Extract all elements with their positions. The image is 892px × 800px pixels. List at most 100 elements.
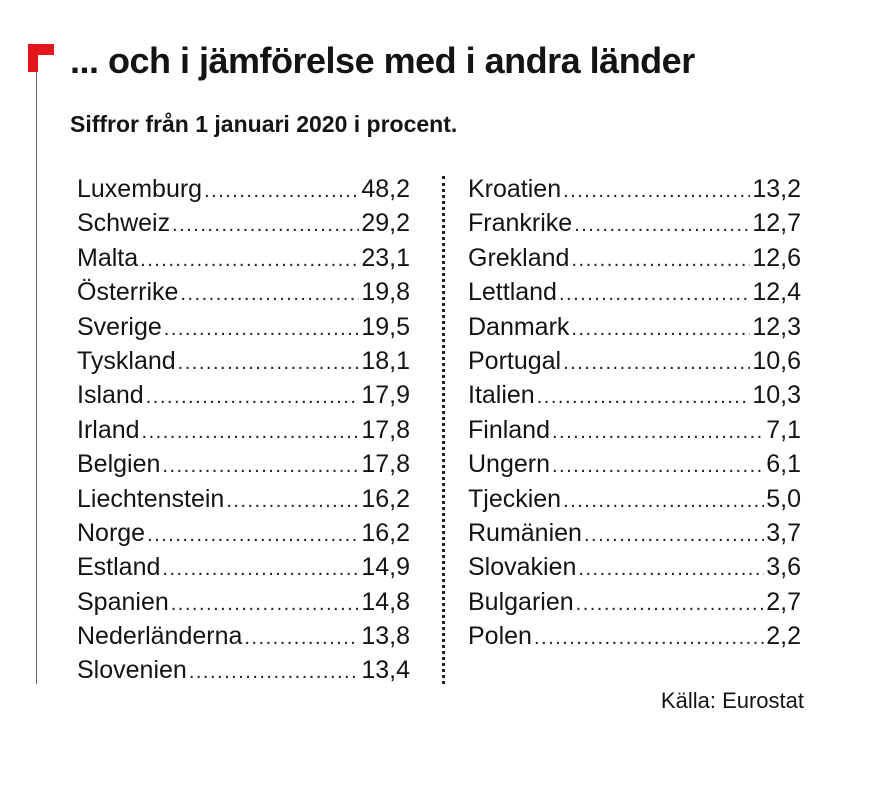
dot-leader: ........................................…: [163, 317, 360, 340]
country-name: Finland: [468, 415, 550, 444]
percent-value: 2,2: [766, 622, 801, 651]
percent-value: 29,2: [361, 209, 410, 238]
country-name: Danmark: [468, 312, 570, 341]
dot-leader: ........................................…: [188, 661, 360, 684]
table-row: Slovakien...............................…: [468, 550, 801, 584]
table-row: Bulgarien...............................…: [468, 585, 801, 619]
country-name: Polen: [468, 622, 532, 651]
table-row: Kroatien................................…: [468, 172, 801, 206]
table-row: Österrike...............................…: [77, 275, 410, 309]
percent-value: 19,8: [361, 278, 410, 307]
dot-leader: ........................................…: [162, 455, 360, 478]
dot-leader: ........................................…: [583, 523, 764, 546]
dot-leader: ........................................…: [177, 351, 360, 374]
country-name: Slovakien: [468, 553, 577, 582]
dot-leader: ........................................…: [552, 455, 764, 478]
dot-leader: ........................................…: [571, 317, 750, 340]
table-row: Italien.................................…: [468, 378, 801, 412]
percent-value: 17,8: [361, 450, 410, 479]
chart-subtitle: Siffror från 1 januari 2020 i procent.: [70, 111, 458, 137]
table-row: Lettland................................…: [468, 275, 801, 309]
dot-leader: ........................................…: [533, 627, 764, 650]
chart-title: ... och i jämförelse med i andra länder: [70, 40, 695, 81]
dot-leader: ........................................…: [172, 214, 359, 237]
country-name: Schweiz: [77, 209, 171, 238]
table-row: Slovenien...............................…: [77, 653, 410, 687]
table-row: Schweiz.................................…: [77, 206, 410, 240]
percent-value: 12,7: [752, 209, 801, 238]
red-corner-mark: [28, 44, 54, 72]
country-name: Ungern: [468, 450, 550, 479]
table-row: Finland.................................…: [468, 413, 801, 447]
percent-value: 18,1: [361, 346, 410, 375]
dot-leader: ........................................…: [244, 627, 359, 650]
table-row: Frankrike...............................…: [468, 206, 801, 240]
table-row: Tjeckien................................…: [468, 482, 801, 516]
dot-leader: ........................................…: [563, 351, 750, 374]
percent-value: 14,9: [361, 553, 410, 582]
dot-leader: ........................................…: [204, 180, 360, 202]
dot-leader: ........................................…: [147, 523, 359, 546]
country-name: Italien: [468, 381, 535, 410]
dot-leader: ........................................…: [170, 592, 360, 615]
table-row: Luxemburg...............................…: [77, 172, 410, 206]
country-name: Slovenien: [77, 656, 187, 685]
percent-value: 13,4: [361, 656, 410, 685]
table-row: Malta...................................…: [77, 241, 410, 275]
country-name: Tyskland: [77, 346, 176, 375]
percent-value: 17,9: [361, 381, 410, 410]
percent-value: 12,3: [752, 312, 801, 341]
dot-leader: ........................................…: [226, 489, 360, 512]
table-row: Sverige.................................…: [77, 310, 410, 344]
country-name: Bulgarien: [468, 587, 574, 616]
percent-value: 23,1: [361, 243, 410, 272]
dot-leader: ........................................…: [141, 420, 360, 443]
dot-leader: ........................................…: [552, 420, 764, 443]
percent-value: 13,8: [361, 622, 410, 651]
country-name: Frankrike: [468, 209, 573, 238]
country-name: Grekland: [468, 243, 570, 272]
dot-leader: ........................................…: [536, 386, 751, 409]
country-name: Nederländerna: [77, 622, 243, 651]
percent-value: 6,1: [766, 450, 801, 479]
table-row: Belgien.................................…: [77, 447, 410, 481]
table-column-right: Kroatien................................…: [468, 172, 801, 653]
percent-value: 7,1: [766, 415, 801, 444]
table-row: Portugal................................…: [468, 344, 801, 378]
percent-value: 3,7: [766, 518, 801, 547]
percent-value: 12,6: [752, 243, 801, 272]
country-name: Liechtenstein: [77, 484, 225, 513]
table-column-left: Luxemburg...............................…: [77, 172, 410, 688]
country-name: Österrike: [77, 278, 179, 307]
country-name: Luxemburg: [77, 175, 203, 203]
country-name: Lettland: [468, 278, 557, 307]
country-name: Island: [77, 381, 144, 410]
percent-value: 12,4: [752, 278, 801, 307]
table-row: Spanien.................................…: [77, 585, 410, 619]
dot-leader: ........................................…: [140, 248, 359, 271]
country-name: Norge: [77, 518, 146, 547]
country-name: Irland: [77, 415, 140, 444]
country-name: Rumänien: [468, 518, 582, 547]
table-row: Tyskland................................…: [77, 344, 410, 378]
percent-value: 14,8: [361, 587, 410, 616]
table-row: Danmark.................................…: [468, 310, 801, 344]
table-row: Irland..................................…: [77, 413, 410, 447]
country-name: Spanien: [77, 587, 169, 616]
dot-leader: ........................................…: [578, 558, 764, 581]
dot-leader: ........................................…: [575, 592, 765, 615]
percent-value: 17,8: [361, 415, 410, 444]
table-row: Estland.................................…: [77, 550, 410, 584]
dot-leader: ........................................…: [563, 489, 764, 512]
percent-value: 5,0: [766, 484, 801, 513]
percent-value: 19,5: [361, 312, 410, 341]
percent-value: 16,2: [361, 484, 410, 513]
table-row: Norge...................................…: [77, 516, 410, 550]
dot-leader: ........................................…: [574, 214, 751, 237]
country-name: Portugal: [468, 346, 562, 375]
table-row: Grekland................................…: [468, 241, 801, 275]
country-name: Sverige: [77, 312, 162, 341]
dot-leader: ........................................…: [563, 180, 750, 202]
country-name: Malta: [77, 243, 139, 272]
table-row: Nederländerna...........................…: [77, 619, 410, 653]
